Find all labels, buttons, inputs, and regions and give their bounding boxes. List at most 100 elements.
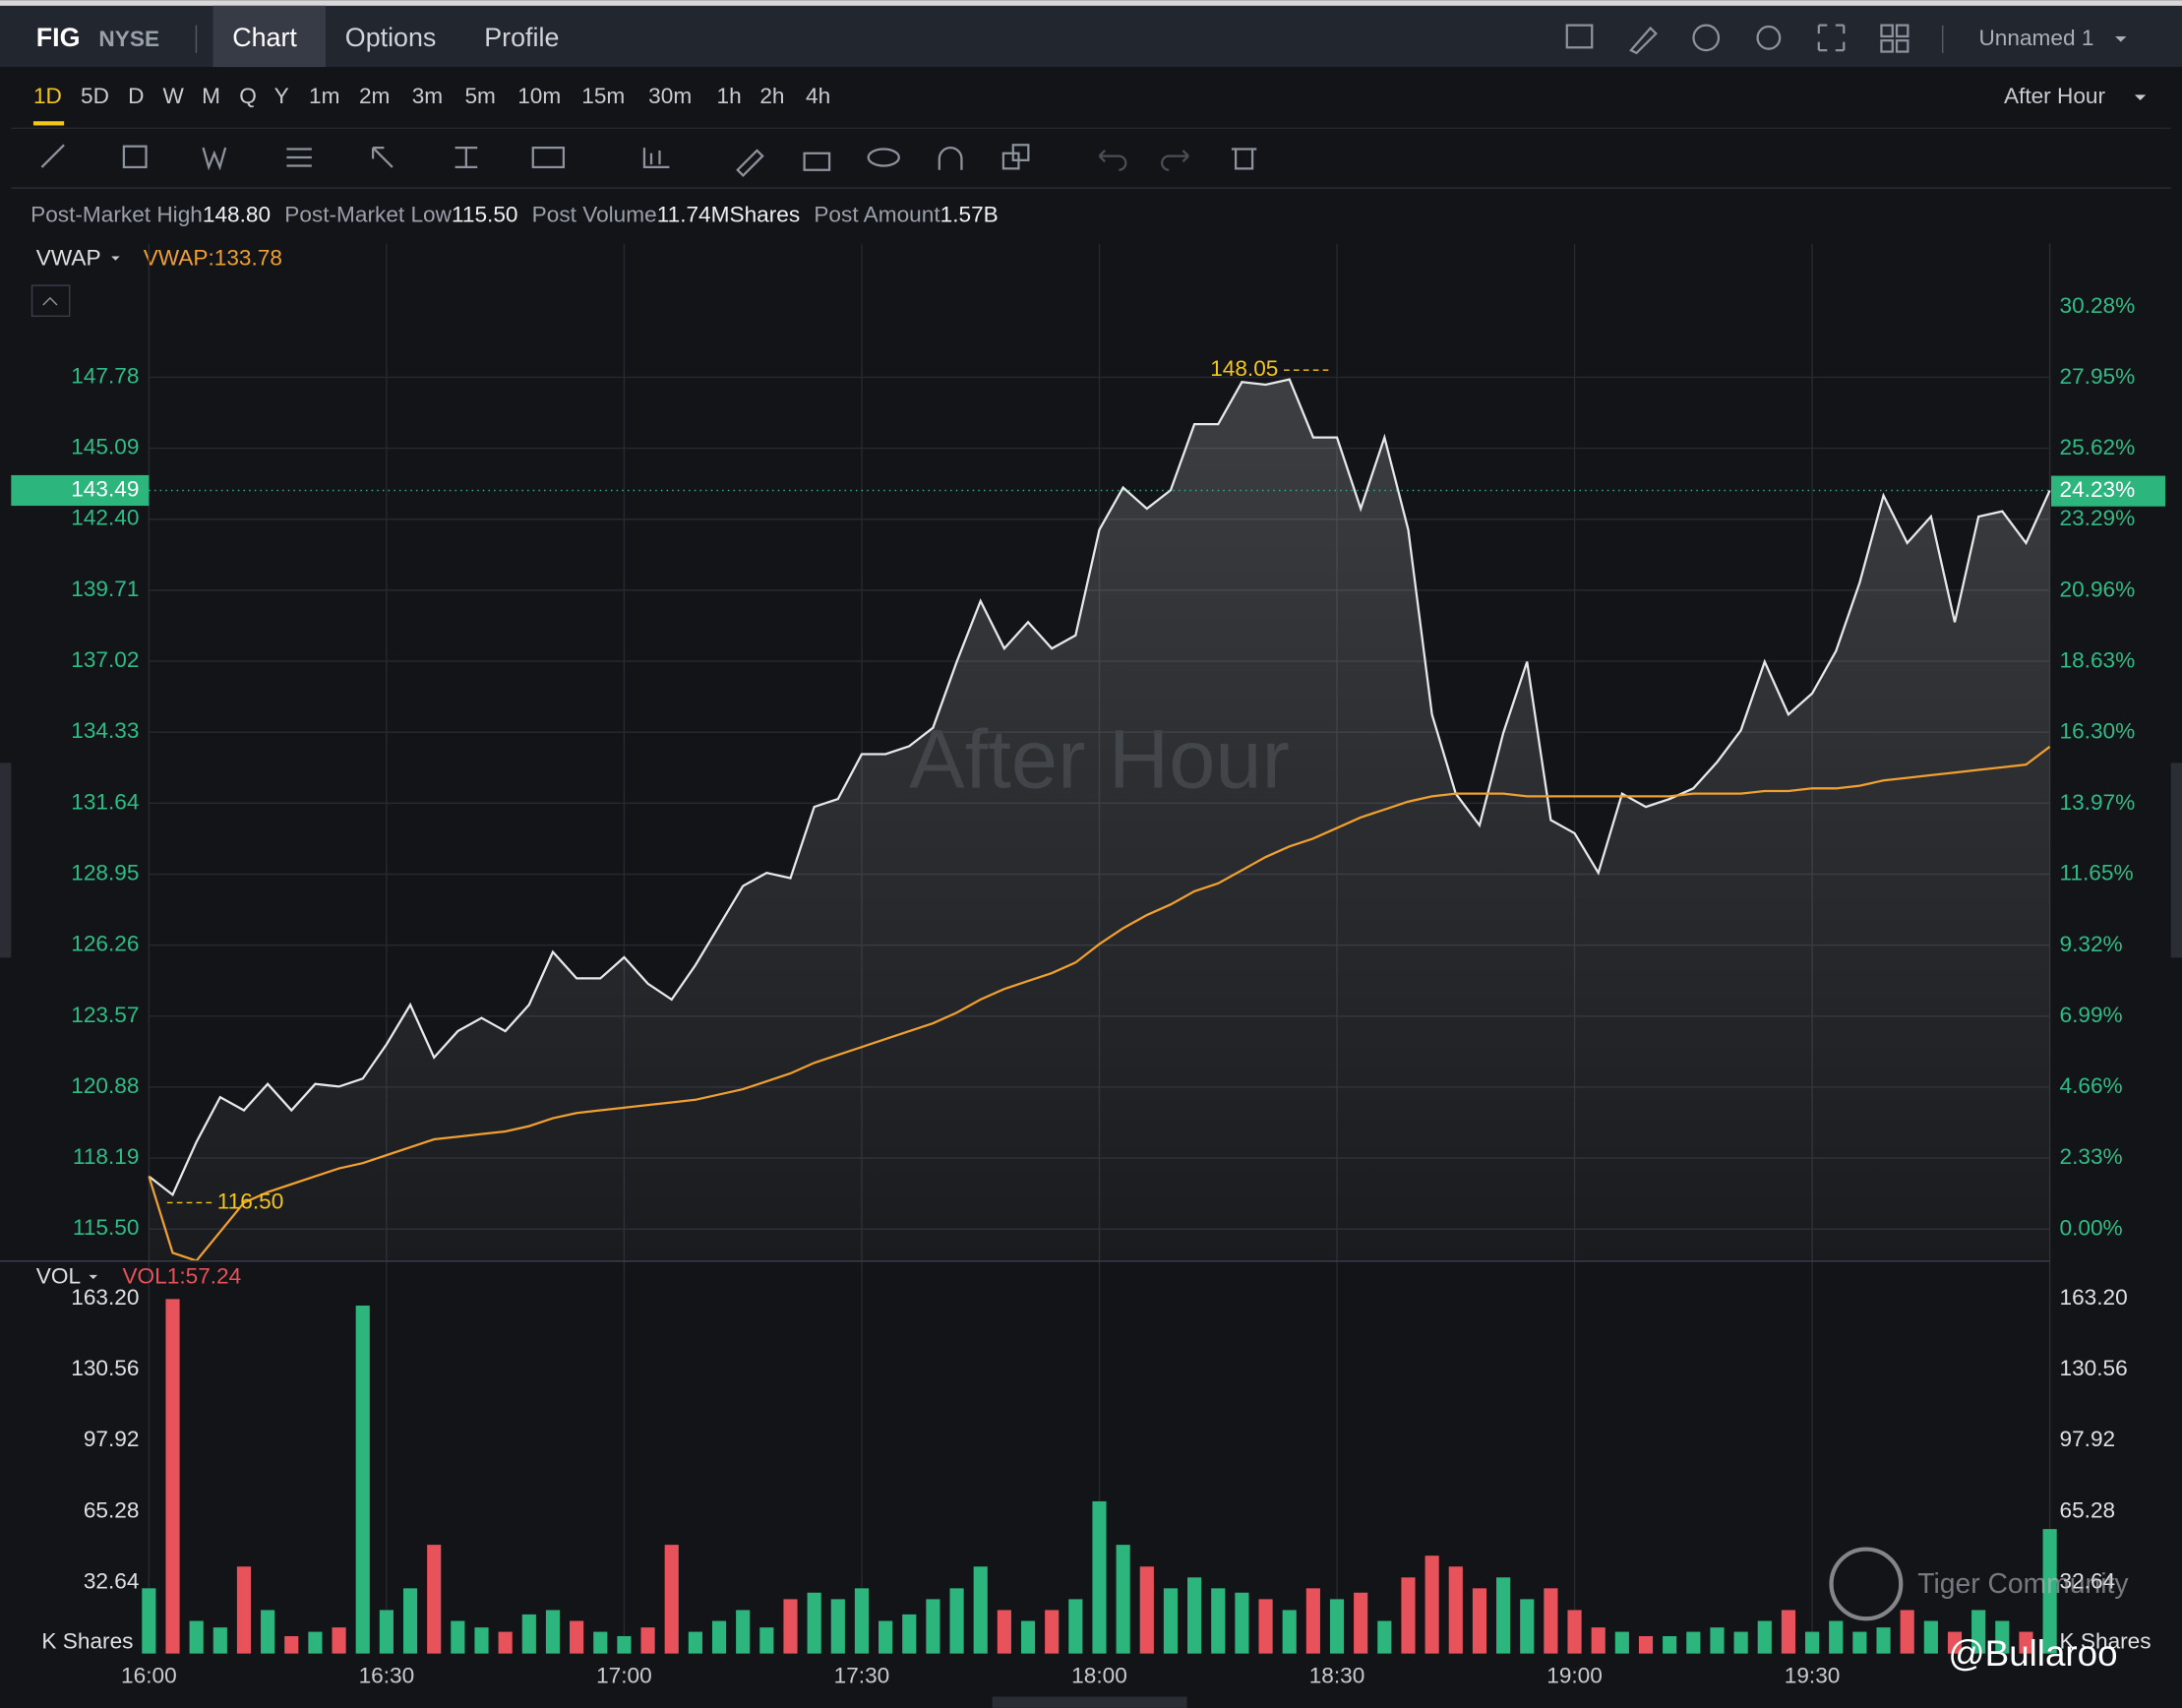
icon-refresh[interactable]: [1692, 24, 1721, 52]
volume-bar: [1045, 1610, 1060, 1654]
period[interactable]: W: [163, 84, 185, 108]
period[interactable]: D: [128, 84, 144, 108]
volume-bar: [949, 1588, 964, 1654]
volume-bar: [1329, 1599, 1345, 1654]
y2-tick-label: 9.32%: [2060, 932, 2123, 956]
volume-bar: [879, 1620, 893, 1654]
volume-bar: [997, 1610, 1011, 1654]
x-tick-label: 16:00: [121, 1664, 177, 1688]
icon-draw[interactable]: [1629, 26, 1658, 55]
high-marker: 148.05: [1210, 356, 1278, 381]
y2-tick-label: 25.62%: [2060, 435, 2136, 459]
volume-bar: [593, 1631, 608, 1654]
tool-text[interactable]: [531, 146, 566, 169]
volume-bar: [736, 1610, 751, 1654]
period[interactable]: 5m: [464, 84, 495, 108]
tool-measure[interactable]: [455, 146, 478, 169]
tool-arrow[interactable]: [371, 146, 394, 168]
tool-rect[interactable]: [122, 145, 148, 169]
price-line: [148, 378, 2051, 1197]
last-change-label: 24.23%: [2060, 477, 2136, 502]
tool-line[interactable]: [40, 144, 65, 168]
y2-tick-label: 16.30%: [2060, 719, 2136, 744]
indicator-name[interactable]: VWAP: [36, 245, 101, 270]
icon-fullscreen[interactable]: [1817, 24, 1846, 52]
tool-wave[interactable]: [202, 147, 227, 171]
collapse-button[interactable]: [30, 284, 71, 317]
tool-visibility[interactable]: [867, 148, 900, 167]
dropdown-caret: [111, 256, 120, 261]
volume-bar: [308, 1631, 323, 1654]
vol-tick-label: 163.20: [2060, 1285, 2128, 1310]
volume-unit: K Shares: [2060, 1628, 2152, 1653]
y2-tick-label: 0.00%: [2060, 1215, 2123, 1240]
tool-magnet[interactable]: [938, 147, 963, 170]
tab[interactable]: Profile: [484, 23, 559, 52]
volume-bar: [1567, 1610, 1582, 1654]
period[interactable]: 1m: [309, 84, 339, 108]
icon-indicator[interactable]: [1565, 24, 1594, 49]
volume-bar: [1781, 1610, 1796, 1654]
volume-bar: [1710, 1627, 1725, 1654]
volume-bar: [830, 1599, 845, 1654]
period[interactable]: Q: [239, 84, 257, 108]
volume-bar: [1520, 1599, 1535, 1654]
period[interactable]: 1h: [716, 84, 741, 108]
top-edge: [0, 0, 2182, 6]
price-area: [149, 379, 2050, 1260]
y-tick-label: 137.02: [71, 647, 139, 672]
period[interactable]: 15m: [581, 84, 625, 108]
volume-bar: [1663, 1635, 1677, 1654]
volume-bar: [1139, 1566, 1154, 1654]
stat-value: 115.50: [452, 202, 518, 226]
volume-bar: [1305, 1588, 1320, 1654]
tool-fib[interactable]: [286, 148, 312, 167]
tool-redo[interactable]: [1161, 150, 1189, 171]
icon-layout[interactable]: [1880, 24, 1894, 38]
side-handle[interactable]: [0, 762, 12, 958]
layout-name[interactable]: Unnamed 1: [1978, 26, 2093, 50]
volume-bar: [570, 1620, 584, 1654]
period[interactable]: 2m: [359, 84, 390, 108]
period[interactable]: 10m: [517, 84, 561, 108]
tool-undo[interactable]: [1098, 150, 1127, 171]
tab[interactable]: Options: [345, 23, 437, 52]
last-change-box: [2051, 475, 2166, 507]
indicator-name[interactable]: VOL: [36, 1264, 81, 1289]
period[interactable]: 2h: [759, 84, 784, 108]
icon-settings[interactable]: [1756, 25, 1782, 50]
period[interactable]: 4h: [806, 84, 830, 108]
period[interactable]: 3m: [412, 84, 443, 108]
tool-brush[interactable]: [736, 149, 764, 178]
period[interactable]: 5D: [81, 84, 109, 108]
stat-value: 11.74MShares: [657, 202, 800, 226]
volume-bar: [1187, 1577, 1202, 1654]
period[interactable]: 1D: [33, 84, 62, 108]
y-tick-label: 134.33: [71, 718, 139, 743]
tool-lock[interactable]: [803, 152, 831, 171]
tool-delete[interactable]: [1231, 148, 1257, 170]
y2-tick-label: 30.28%: [2060, 293, 2136, 318]
stat-label: Post Volume: [532, 202, 657, 226]
tab[interactable]: Chart: [232, 23, 297, 52]
y-tick-label: 145.09: [71, 435, 139, 459]
side-handle[interactable]: [2170, 762, 2182, 958]
x-tick-label: 18:00: [1071, 1664, 1127, 1688]
period[interactable]: 30m: [648, 84, 692, 108]
y-tick-label: 115.50: [73, 1215, 140, 1240]
volume-bar: [1591, 1627, 1606, 1654]
period[interactable]: M: [202, 84, 220, 108]
scroll-handle[interactable]: [992, 1696, 1187, 1708]
plot-area: After Hour115.50118.19120.88123.57126.26…: [11, 243, 2166, 1688]
header-icons[interactable]: [1565, 24, 1909, 55]
period[interactable]: Y: [274, 84, 289, 108]
session-selector[interactable]: After Hour: [2004, 84, 2106, 108]
x-tick-label: 19:00: [1546, 1664, 1603, 1688]
volume-bar: [1923, 1620, 1938, 1654]
volume-bar: [355, 1305, 370, 1654]
tool-pattern[interactable]: [642, 148, 670, 169]
y-tick-label: 131.64: [71, 789, 139, 814]
volume-bar: [807, 1592, 821, 1654]
symbol: FIG: [36, 23, 81, 52]
